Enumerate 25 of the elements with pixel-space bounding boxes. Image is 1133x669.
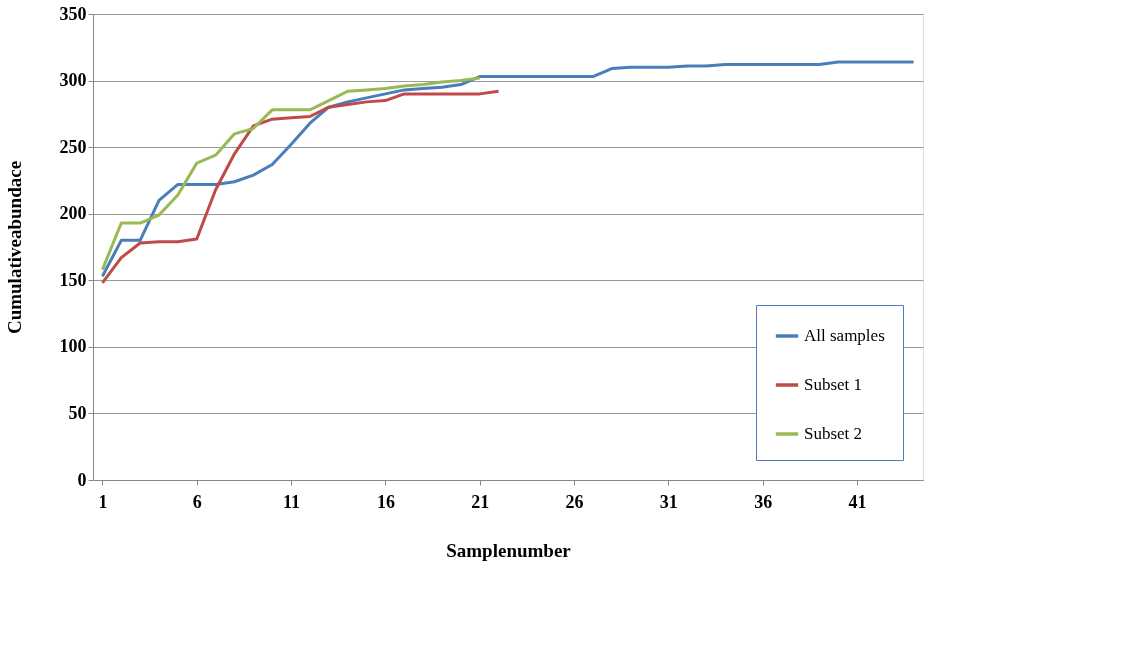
x-tick-label: 31 <box>659 491 678 512</box>
line-series <box>100 89 501 285</box>
x-axis-title: Samplenumber <box>446 539 572 561</box>
x-tick-label: 41 <box>848 491 867 512</box>
legend-label: Subset 2 <box>804 424 863 443</box>
line-series <box>100 76 482 272</box>
legend-label: Subset 1 <box>804 375 863 394</box>
x-tick-label: 1 <box>98 491 108 512</box>
y-tick-label: 300 <box>59 70 87 91</box>
legend-label: All samples <box>804 326 885 345</box>
x-tick-label: 6 <box>192 491 202 512</box>
y-axis-title: Cumulativeabundace <box>3 160 25 335</box>
y-tick-label: 0 <box>77 469 87 490</box>
y-tick-label: 250 <box>59 136 87 157</box>
y-tick-label: 50 <box>68 402 87 423</box>
x-tick-label: 26 <box>565 491 584 512</box>
y-tick-label: 200 <box>59 203 87 224</box>
x-tick-label: 36 <box>754 491 773 512</box>
x-tick-label: 21 <box>471 491 490 512</box>
y-tick-label: 150 <box>59 269 87 290</box>
x-tick-label: 11 <box>283 491 301 512</box>
y-tick-label: 350 <box>59 3 87 24</box>
y-tick-label: 100 <box>59 336 87 357</box>
x-tick-label: 16 <box>376 491 395 512</box>
line-series <box>100 60 916 278</box>
